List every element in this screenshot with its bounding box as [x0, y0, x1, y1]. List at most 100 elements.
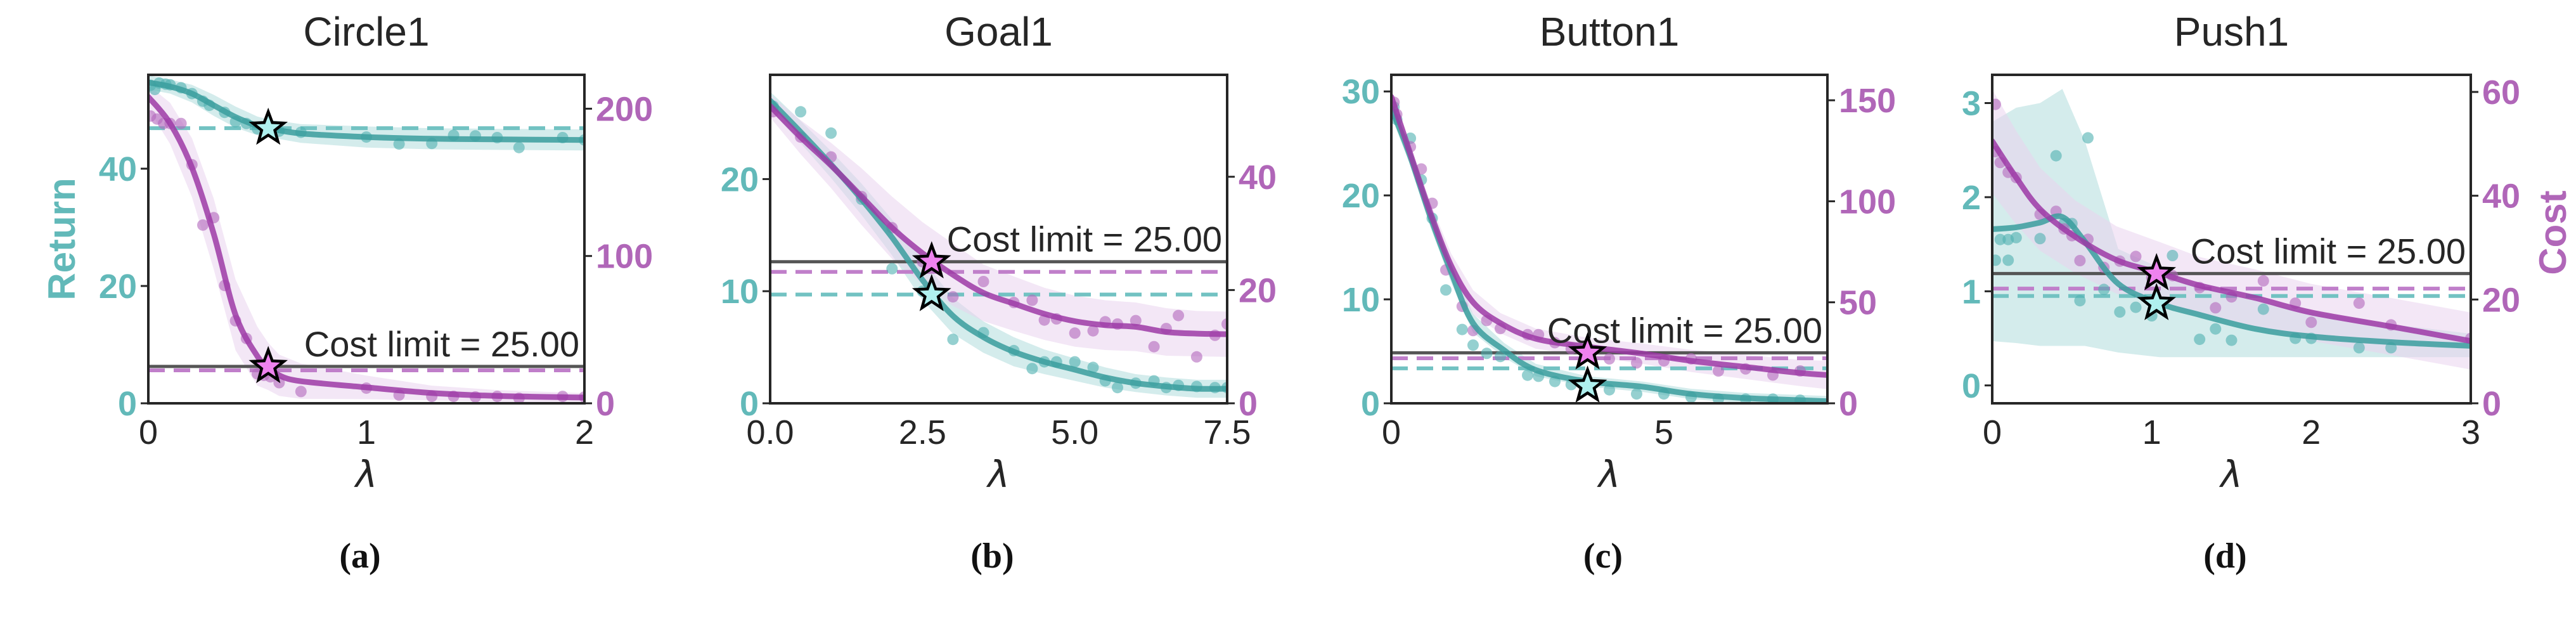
cost-data-point	[1148, 341, 1160, 353]
axes-frame	[769, 74, 1228, 405]
y-right-axis-label: Cost	[2532, 190, 2574, 275]
return-data-point	[1069, 356, 1081, 368]
cost-data-point	[977, 276, 989, 287]
x-tick-label: 2.5	[899, 413, 946, 451]
return-star-marker	[1568, 365, 1607, 403]
cost-data-point	[1221, 318, 1227, 330]
cost-star-marker	[1568, 332, 1607, 370]
x-axis-label: λ	[354, 453, 377, 496]
return-data-point	[1631, 388, 1642, 400]
x-tick-label: 0.0	[746, 413, 794, 451]
cost-confidence-band	[1992, 89, 2471, 370]
y-left-tick-label: 20	[1342, 177, 1380, 215]
chart-title: Circle1	[303, 9, 429, 55]
cost-confidence-band	[1391, 91, 1827, 389]
y-left-tick-label: 0	[118, 385, 137, 423]
return-data-point	[795, 106, 807, 118]
return-data-point	[1112, 382, 1123, 394]
cost-data-point	[2305, 316, 2317, 328]
return-data-point	[2114, 306, 2126, 318]
cost-data-point	[1604, 353, 1615, 365]
axes-frame	[147, 74, 586, 405]
return-data-point	[1026, 363, 1038, 375]
y-left-tick-label: 1	[1962, 273, 1981, 311]
x-tick-label: 0	[1382, 413, 1401, 451]
return-data-point	[2082, 132, 2094, 144]
x-tick-label: 5	[1654, 413, 1673, 451]
x-axis-label: λ	[1597, 453, 1620, 496]
return-data-point	[1087, 361, 1099, 373]
return-data-point	[2098, 283, 2110, 296]
chart-title: Push1	[2174, 9, 2289, 55]
panel-caption: (a)	[339, 536, 380, 576]
return-data-point	[2353, 342, 2365, 354]
return-data-point	[1522, 369, 1533, 381]
return-data-point	[1495, 351, 1506, 363]
cost-mean-line	[1391, 94, 1827, 378]
plot-area	[148, 75, 584, 403]
cost-data-point	[1087, 325, 1099, 337]
cost-data-point	[1069, 327, 1081, 339]
return-data-point	[2225, 334, 2238, 346]
y-left-tick-label: 0	[1962, 367, 1981, 405]
x-tick-label: 2	[575, 413, 594, 451]
return-data-point	[1481, 347, 1493, 360]
y-right-tick-label: 0	[1239, 385, 1258, 423]
cost-data-point	[2210, 302, 2222, 314]
cost-data-point	[2353, 297, 2365, 309]
y-right-tick-label: 100	[1839, 183, 1896, 221]
y-left-tick-label: 20	[721, 160, 759, 198]
cost-data-point	[1992, 98, 2001, 110]
return-data-point	[2194, 334, 2206, 346]
y-left-tick-label: 40	[99, 150, 137, 188]
return-data-point	[886, 263, 898, 275]
y-right-tick-label: 0	[2482, 385, 2501, 423]
y-right-tick-label: 20	[2482, 281, 2520, 319]
cost-mean-line	[770, 103, 1227, 337]
y-left-tick-label: 3	[1962, 85, 1981, 123]
return-star-marker	[911, 274, 951, 311]
return-data-point	[2130, 301, 2142, 313]
x-tick-label: 1	[357, 413, 376, 451]
y-right-tick-label: 0	[596, 385, 615, 423]
cost-data-point	[1631, 357, 1642, 369]
y-left-tick-label: 10	[1342, 281, 1380, 319]
cost-data-point	[947, 291, 959, 303]
x-tick-label: 7.5	[1203, 413, 1251, 451]
plot-area	[1992, 89, 2471, 370]
y-right-tick-label: 20	[1239, 271, 1277, 309]
y-left-tick-label: 0	[1361, 385, 1380, 423]
y-right-tick-label: 0	[1839, 385, 1858, 423]
y-left-tick-label: 2	[1962, 179, 1981, 217]
y-left-tick-label: 10	[721, 273, 759, 311]
cost-data-point	[295, 386, 307, 398]
axes-frame	[1991, 74, 2472, 405]
x-tick-label: 3	[2461, 413, 2480, 451]
cost-data-point	[1130, 315, 1142, 327]
cost-data-point	[2257, 275, 2269, 287]
return-star-marker	[2137, 283, 2177, 320]
return-data-point	[947, 334, 959, 346]
cost-data-point	[2074, 255, 2086, 266]
y-left-tick-label: 20	[99, 268, 137, 306]
y-left-tick-label: 30	[1342, 73, 1380, 111]
cost-star-marker	[911, 241, 951, 279]
cost-mean-line	[1992, 138, 2471, 344]
cost-limit-label: Cost limit = 25.00	[304, 324, 579, 364]
y-left-axis-label: Return	[41, 178, 83, 300]
cost-data-point	[1173, 309, 1185, 321]
plot-area	[1391, 91, 1827, 403]
return-data-point	[2167, 250, 2179, 261]
return-data-point	[2257, 303, 2269, 315]
cost-data-point	[1190, 351, 1202, 363]
y-right-tick-label: 40	[2482, 178, 2520, 216]
return-data-point	[825, 127, 837, 139]
x-tick-label: 2	[2302, 413, 2321, 451]
y-right-tick-label: 150	[1839, 82, 1896, 120]
cost-star-marker	[248, 346, 288, 384]
cost-star-marker	[2137, 252, 2177, 290]
